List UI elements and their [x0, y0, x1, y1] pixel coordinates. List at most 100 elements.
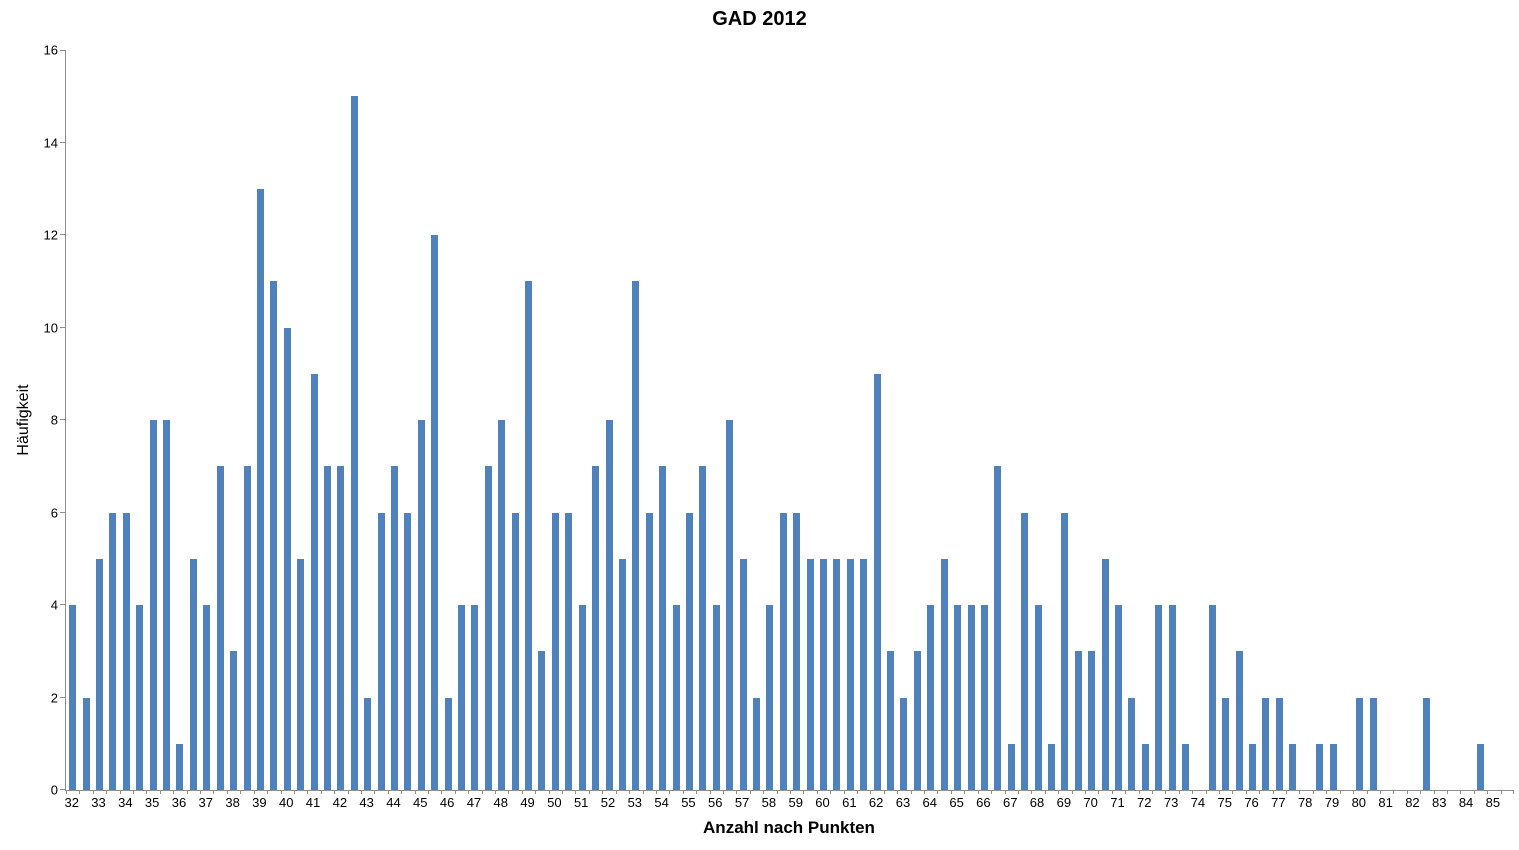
- y-axis-tick: [60, 604, 66, 605]
- x-axis-label-74: 74: [1190, 795, 1206, 810]
- x-axis-label-33: 33: [91, 795, 106, 810]
- x-axis-tick: [1111, 790, 1113, 794]
- x-axis-label-65: 65: [949, 795, 964, 810]
- bar-39_5: [270, 281, 278, 790]
- bar-69_5: [1074, 651, 1082, 790]
- bar-44: [390, 466, 398, 790]
- x-axis-label-38: 38: [225, 795, 240, 810]
- bar-45: [417, 420, 425, 790]
- bar-50: [551, 512, 559, 790]
- x-axis-label-80: 80: [1351, 795, 1367, 810]
- bar-64: [927, 605, 935, 790]
- x-axis-tick: [1205, 790, 1207, 794]
- x-axis-tick: [1393, 790, 1395, 794]
- y-axis-tick: [60, 141, 66, 143]
- x-axis-tick: [897, 790, 899, 794]
- x-axis-label-50: 50: [547, 795, 562, 810]
- x-axis-tick: [1017, 790, 1019, 794]
- x-axis-tick: [696, 790, 698, 794]
- y-axis-labels: 0 2 4 6 8 10 12 14 16: [0, 43, 58, 798]
- x-axis-label-51: 51: [573, 795, 589, 810]
- x-axis-tick: [642, 790, 644, 794]
- bar-41: [310, 373, 318, 790]
- bar-53: [632, 281, 640, 790]
- bar-36_5: [189, 558, 197, 790]
- y-axis-label-16: 16: [43, 42, 58, 58]
- x-axis-tick: [1084, 790, 1086, 794]
- bar-57_5: [752, 697, 760, 790]
- x-axis-tick: [1500, 790, 1502, 794]
- x-axis-tick: [1326, 790, 1328, 794]
- x-axis-tick: [1031, 790, 1033, 794]
- x-axis-label-49: 49: [520, 795, 535, 810]
- bar-75_5: [1235, 651, 1243, 790]
- x-axis-label-76: 76: [1244, 795, 1259, 810]
- bar-79: [1329, 743, 1337, 790]
- x-axis-label-53: 53: [627, 795, 643, 810]
- chart-title: GAD 2012: [712, 8, 807, 30]
- x-axis-label-45: 45: [413, 795, 428, 810]
- x-axis-tick: [1353, 790, 1355, 794]
- x-axis-tick: [1420, 790, 1422, 794]
- bar-49: [525, 281, 533, 790]
- bar-68_5: [1047, 743, 1055, 790]
- x-axis-label-72: 72: [1137, 795, 1152, 810]
- bar-77_5: [1289, 743, 1297, 790]
- x-axis-tick: [374, 790, 376, 794]
- bar-50_5: [565, 512, 573, 790]
- bar-69: [1061, 512, 1069, 790]
- y-axis-tick: [60, 789, 66, 790]
- bar-43: [364, 697, 372, 790]
- x-axis-tick: [92, 790, 94, 794]
- bar-64_5: [940, 558, 948, 790]
- x-axis-label-79: 79: [1324, 795, 1340, 810]
- x-axis-label-43: 43: [359, 795, 374, 810]
- bar-71_5: [1128, 697, 1136, 790]
- x-axis-label-67: 67: [1002, 795, 1018, 810]
- x-axis-tick: [749, 790, 751, 794]
- x-axis-tick: [937, 790, 939, 794]
- x-axis-tick: [669, 790, 671, 794]
- bar-36: [176, 743, 184, 790]
- bar-67: [1007, 743, 1015, 790]
- bar-76_5: [1262, 697, 1270, 790]
- bar-51: [578, 605, 586, 790]
- y-axis-label-6: 6: [50, 505, 58, 520]
- x-axis-tick: [428, 790, 429, 794]
- bar-80: [1356, 697, 1364, 790]
- y-axis-label-14: 14: [43, 135, 58, 150]
- bar-43_5: [377, 512, 385, 790]
- x-axis-tick: [1071, 790, 1073, 794]
- x-axis-tick: [1379, 790, 1381, 794]
- x-axis-tick: [200, 790, 202, 794]
- x-axis-label-34: 34: [118, 795, 133, 810]
- bar-57: [739, 558, 747, 790]
- x-axis-tick: [347, 790, 349, 794]
- x-axis-tick: [387, 790, 389, 794]
- x-axis-tick: [763, 790, 765, 794]
- x-axis-tick: [830, 790, 832, 794]
- y-axis-label-8: 8: [50, 412, 58, 428]
- x-axis-tick: [1487, 790, 1489, 794]
- bar-66_5: [994, 466, 1002, 790]
- x-axis-label-39: 39: [252, 795, 267, 810]
- bar-77: [1275, 697, 1283, 790]
- y-axis-label-4: 4: [50, 597, 58, 613]
- bar-49_5: [538, 651, 546, 790]
- x-axis-label-71: 71: [1110, 795, 1125, 810]
- x-axis-tick: [521, 790, 523, 794]
- bar-73_5: [1182, 743, 1190, 790]
- bar-40: [283, 327, 291, 790]
- x-axis-tick: [883, 790, 885, 794]
- y-axis-tick: [60, 511, 66, 513]
- bar-54_5: [672, 605, 680, 790]
- x-axis-tick: [106, 790, 108, 794]
- bar-56: [712, 605, 720, 790]
- x-axis-tick: [1192, 790, 1194, 794]
- bar-76: [1249, 743, 1257, 790]
- x-axis-tick: [602, 790, 604, 794]
- x-axis-tick: [1406, 790, 1408, 794]
- bar-34: [122, 512, 130, 790]
- x-axis-tick: [240, 790, 242, 794]
- bar-60_5: [833, 558, 841, 790]
